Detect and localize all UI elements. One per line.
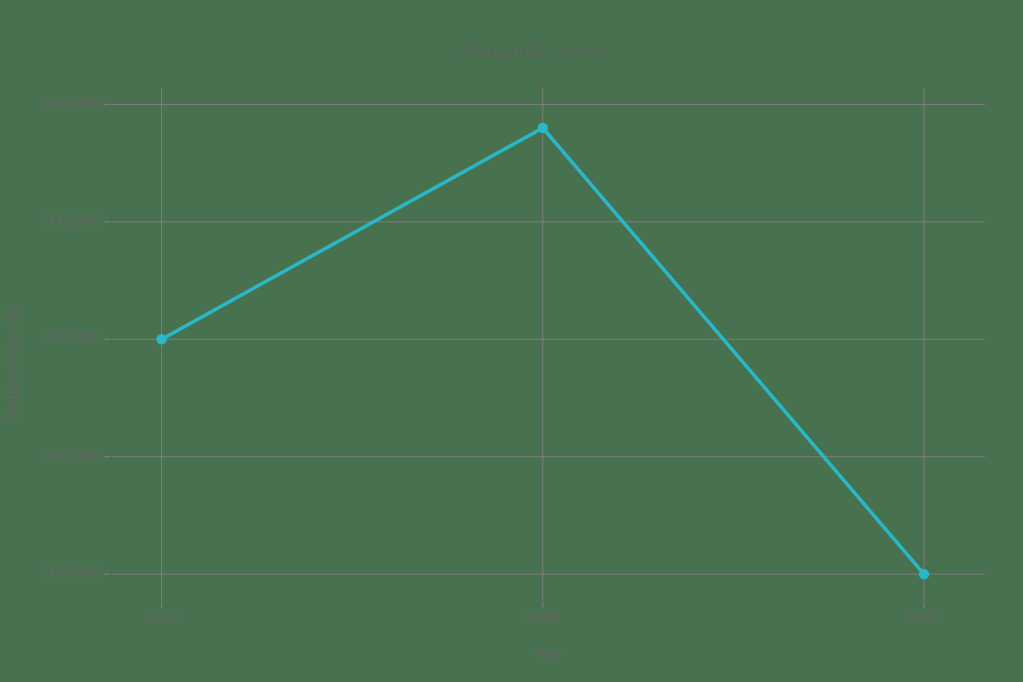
y-tick-label: $460,000 (38, 566, 101, 582)
x-tick-label: 2025 (907, 610, 941, 625)
x-axis-label: Year (533, 647, 563, 663)
chart-title: 479kin2024, down (449, 42, 603, 61)
y-tick-label: $465,000 (38, 448, 101, 464)
x-tick-label: 2023 (145, 610, 179, 625)
y-tick-label: $470,000 (38, 331, 101, 347)
data-point (156, 334, 167, 345)
data-point (537, 122, 548, 134)
y-tick-label: $480,000 (38, 96, 101, 112)
title-segment: kin (480, 42, 507, 61)
x-tick-label: 2024 (526, 610, 560, 625)
title-segment: 479 (449, 42, 481, 61)
title-segment: 2024, (506, 42, 553, 61)
y-axis-label: Median Price ($) (5, 306, 21, 420)
title-segment: down (558, 42, 603, 61)
y-tick-label: $475,000 (38, 213, 101, 229)
data-point (918, 568, 930, 580)
